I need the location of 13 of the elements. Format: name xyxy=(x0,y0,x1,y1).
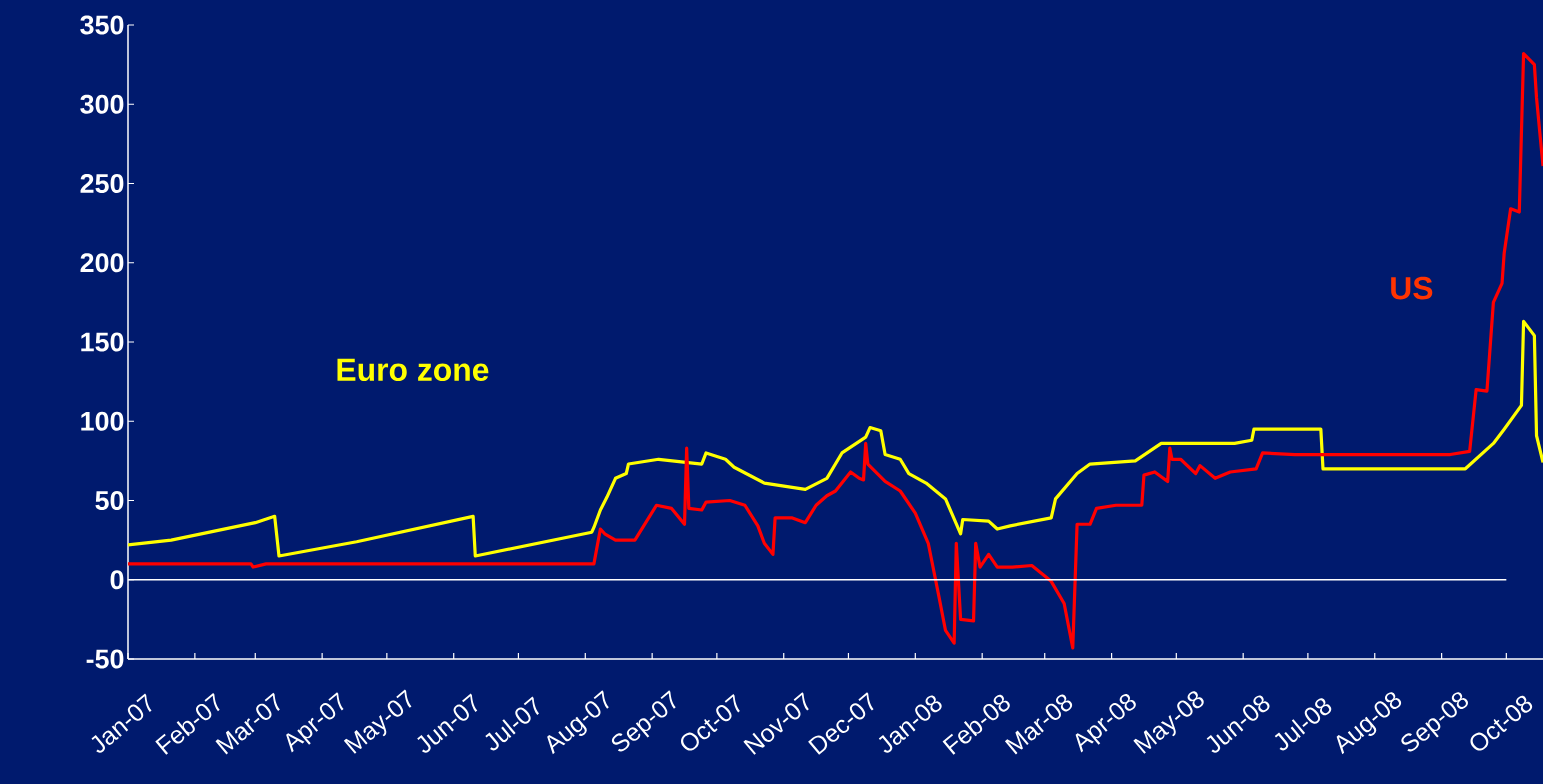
y-tick-label: 0 xyxy=(110,570,124,590)
y-tick-label: 50 xyxy=(95,490,124,511)
line-series xyxy=(128,319,1543,558)
y-tick-label: -50 xyxy=(86,649,124,669)
y-tick-label: 300 xyxy=(80,94,124,114)
y-tick-label: 150 xyxy=(81,332,124,352)
y-tick-label: 200 xyxy=(80,253,124,273)
line-series xyxy=(128,51,1543,650)
y-tick-label: 250 xyxy=(80,173,124,194)
y-tick-label: 100 xyxy=(81,411,124,431)
series-label: US xyxy=(1391,276,1433,300)
text: Euro zone xyxy=(337,358,489,382)
y-tick-label: 350 xyxy=(80,15,124,35)
